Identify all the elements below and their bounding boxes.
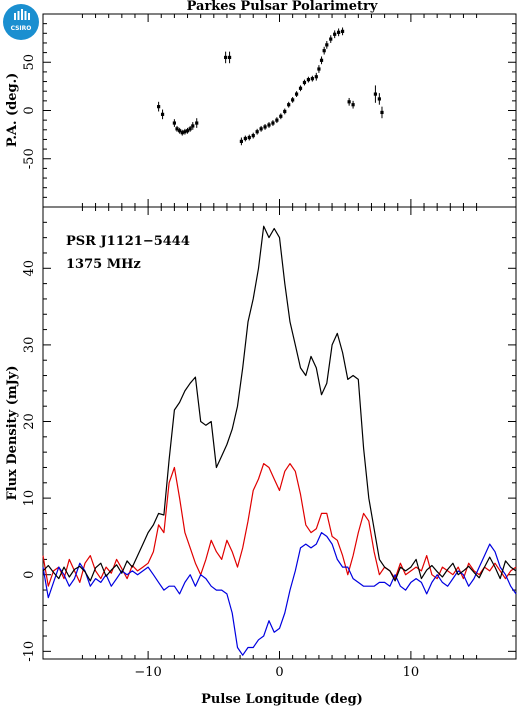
profile-ytick-label: 10: [22, 490, 37, 507]
pa-layer: -50 0 50: [22, 14, 516, 207]
pa-point: [243, 136, 247, 141]
pa-point: [351, 103, 355, 107]
profile-xlabel: Pulse Longitude (deg): [201, 692, 363, 707]
pa-ytick-label: 0: [22, 106, 37, 114]
csiro-logo-text: CSIRO: [11, 25, 32, 32]
pa-point: [267, 123, 271, 127]
pa-point: [373, 92, 378, 96]
pa-point: [310, 77, 314, 81]
pa-point: [191, 124, 195, 128]
pa-point: [180, 131, 184, 135]
pa-point: [294, 92, 299, 96]
profile-ytick-label: 30: [22, 337, 37, 354]
pa-point: [157, 105, 161, 109]
pa-point: [333, 32, 337, 36]
profile-xtick-label: 0: [275, 665, 283, 680]
pa-point: [319, 58, 324, 62]
pa-panel-frame: [42, 13, 517, 208]
pa-point: [275, 118, 279, 122]
pa-point: [302, 80, 307, 85]
chart-title: Parkes Pulsar Polarimetry: [187, 0, 378, 14]
pa-point: [377, 97, 381, 101]
pa-point: [380, 110, 384, 115]
pa-point: [325, 43, 329, 47]
pa-point: [314, 75, 318, 79]
pa-point: [329, 37, 333, 41]
pa-point: [247, 135, 251, 140]
profile-series-line: [42, 463, 517, 587]
csiro-logo-bars-icon: [14, 9, 30, 20]
pa-point: [340, 29, 345, 33]
pa-point: [178, 129, 182, 133]
pa-ylabel: P.A. (deg.): [5, 73, 20, 148]
profile-ytick-label: 20: [22, 413, 37, 430]
pa-point: [188, 127, 192, 131]
pa-point: [287, 103, 291, 107]
csiro-logo: CSIRO: [3, 4, 39, 40]
pa-point: [347, 100, 351, 104]
profile-series-line: [42, 225, 517, 582]
pa-point: [337, 30, 341, 34]
psr-name-annotation: PSR J1121−5444: [66, 234, 190, 249]
pa-point: [263, 125, 267, 129]
profile-series-line: [42, 531, 517, 656]
pa-point: [195, 121, 199, 125]
pa-point: [172, 121, 176, 125]
profile-xtick-label: −10: [134, 665, 161, 680]
pa-point: [322, 49, 326, 53]
pa-point: [271, 121, 275, 125]
pa-point: [175, 127, 179, 131]
pa-point: [239, 139, 243, 143]
pa-point: [291, 98, 295, 102]
profile-ylabel: Flux Density (mJy): [5, 366, 20, 501]
profile-panel-frame: [42, 206, 517, 660]
pa-point: [298, 86, 303, 90]
pa-point: [283, 109, 287, 114]
profile-ytick-label: 0: [22, 571, 37, 579]
pa-ytick-label: -50: [22, 148, 37, 169]
pa-point: [185, 129, 190, 133]
profile-ytick-label: 40: [22, 260, 37, 277]
pa-point: [160, 112, 165, 116]
profile-layer: -10 0 10 20 30 40 −10 0 10: [22, 207, 517, 680]
pa-point: [255, 130, 259, 134]
profile-ytick-label: -10: [22, 641, 37, 662]
pa-point: [183, 130, 187, 134]
pa-point: [306, 78, 311, 82]
pa-point: [317, 67, 321, 71]
pa-ytick-label: 50: [22, 54, 37, 71]
pa-point: [224, 55, 228, 60]
pa-point: [259, 127, 263, 131]
pa-point: [279, 114, 283, 118]
frequency-annotation: 1375 MHz: [66, 257, 141, 272]
pa-point: [227, 55, 232, 60]
pa-point: [251, 133, 255, 138]
profile-xtick-label: 10: [403, 665, 420, 680]
